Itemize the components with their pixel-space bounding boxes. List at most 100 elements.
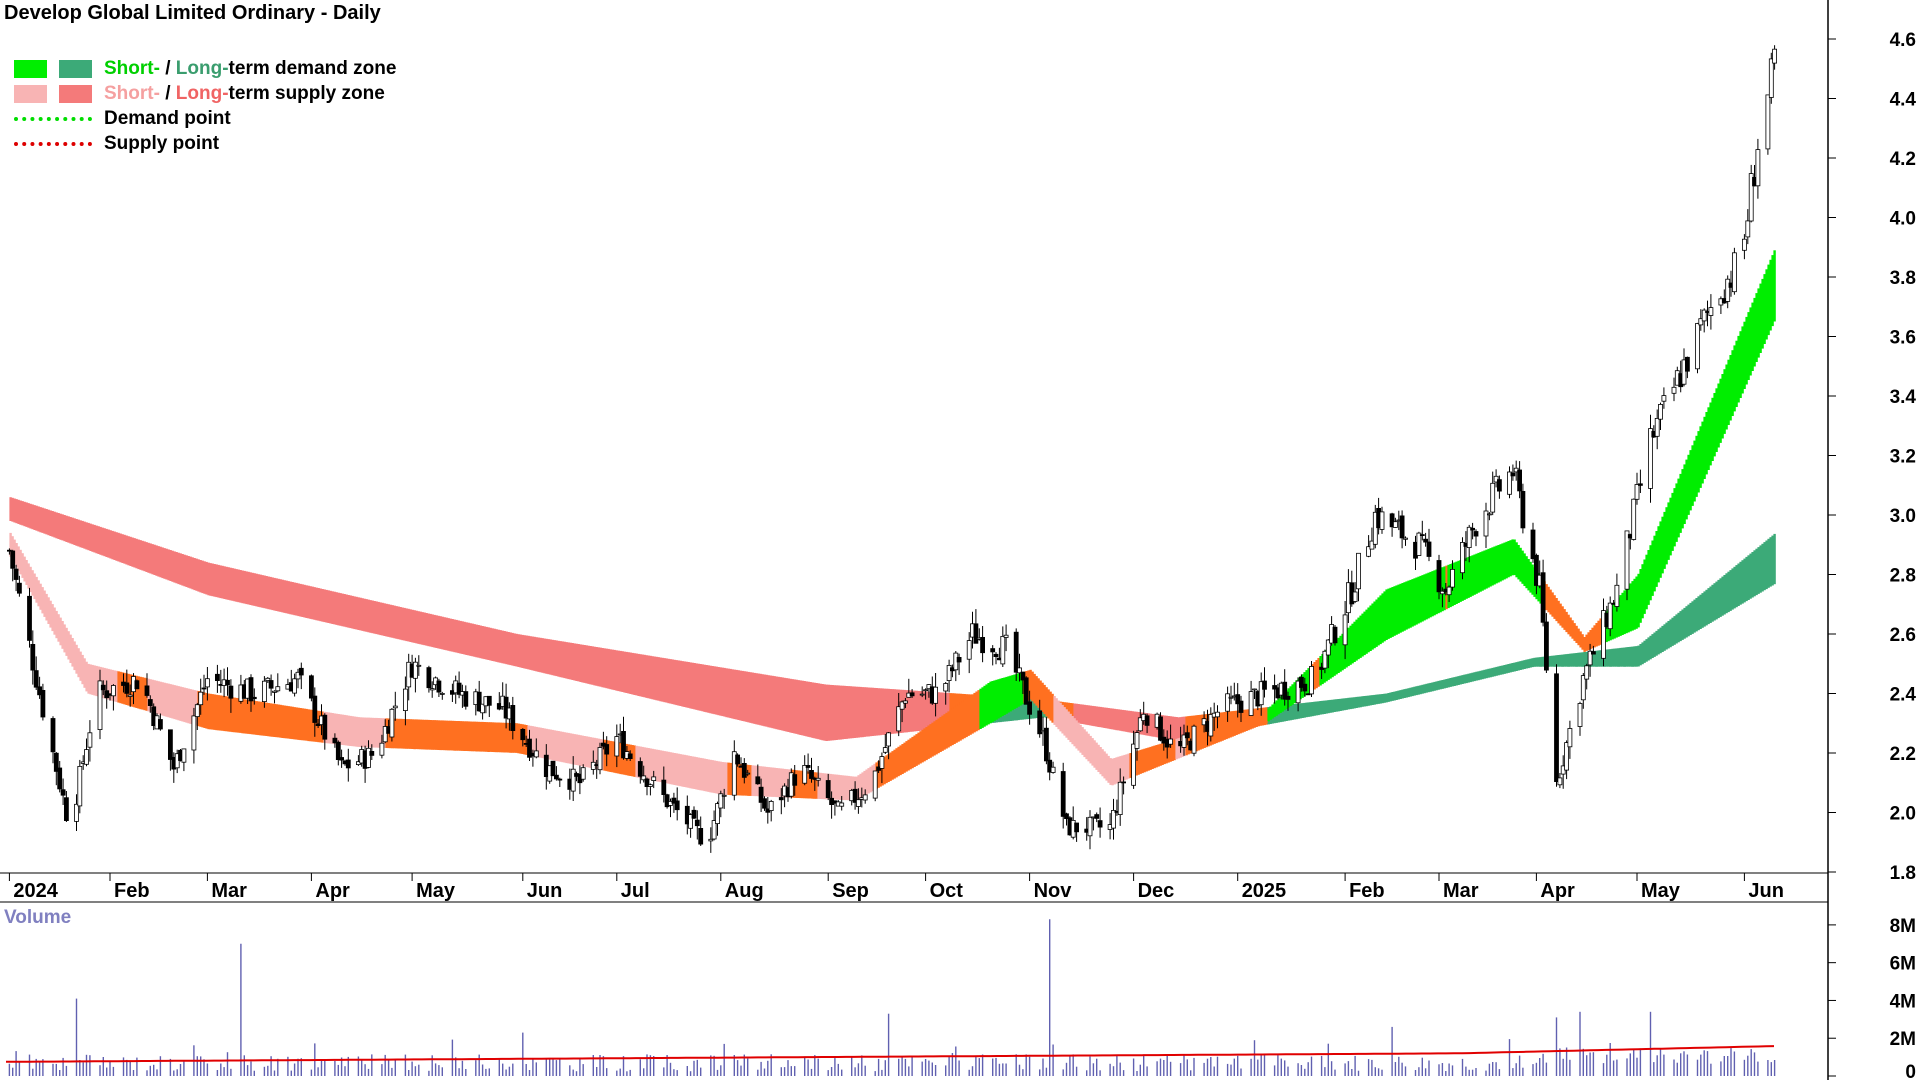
short-zone-slice bbox=[455, 721, 458, 751]
price-tick-label: 4.2 bbox=[1890, 149, 1916, 170]
long-zone-slice bbox=[319, 588, 322, 622]
short-zone-slice bbox=[725, 762, 728, 795]
short-zone-slice bbox=[983, 685, 986, 727]
short-zone-slice bbox=[1479, 552, 1482, 592]
short-zone-slice bbox=[997, 679, 1000, 719]
long-zone-slice bbox=[695, 663, 698, 710]
short-zone-slice bbox=[261, 702, 264, 736]
long-zone-slice bbox=[491, 628, 494, 661]
short-zone-slice bbox=[1707, 407, 1710, 470]
candle-body bbox=[335, 741, 341, 761]
short-zone-slice bbox=[365, 717, 368, 748]
short-zone-slice bbox=[117, 671, 120, 703]
long-zone-slice bbox=[1449, 678, 1452, 687]
candle-body bbox=[1060, 771, 1066, 817]
long-zone-slice bbox=[1577, 652, 1580, 667]
candle-body bbox=[265, 677, 271, 681]
long-zone-slice bbox=[217, 564, 220, 598]
long-zone-slice bbox=[547, 639, 550, 675]
short-zone-slice bbox=[57, 614, 60, 642]
short-demand-swatch bbox=[14, 59, 47, 78]
short-zone-slice bbox=[563, 732, 566, 763]
long-zone-slice bbox=[575, 643, 578, 681]
short-zone-slice bbox=[1027, 670, 1030, 701]
candle-body bbox=[27, 595, 32, 641]
candle-body bbox=[1272, 685, 1277, 690]
long-zone-slice bbox=[1303, 702, 1306, 718]
candle-body bbox=[1117, 781, 1123, 815]
short-zone-slice bbox=[463, 721, 466, 751]
short-zone-slice bbox=[21, 553, 24, 578]
short-zone-slice bbox=[665, 751, 668, 784]
short-zone-slice bbox=[919, 731, 922, 764]
long-zone-slice bbox=[211, 563, 214, 597]
candle-body bbox=[862, 794, 868, 801]
long-zone-slice bbox=[633, 653, 636, 695]
long-zone-slice bbox=[85, 522, 88, 550]
short-zone-slice bbox=[1111, 758, 1114, 786]
long-zone-slice bbox=[739, 670, 742, 721]
candle-body bbox=[1225, 693, 1230, 712]
short-zone-slice bbox=[397, 718, 400, 749]
short-zone-slice bbox=[1529, 561, 1532, 593]
long-zone-slice bbox=[1513, 662, 1516, 672]
short-zone-slice bbox=[1619, 595, 1622, 636]
candle-body bbox=[627, 753, 633, 760]
volume-tick-label: 2M bbox=[1890, 1029, 1916, 1050]
short-zone-slice bbox=[1107, 755, 1110, 783]
long-zone-slice bbox=[1483, 669, 1486, 679]
candle-body bbox=[778, 797, 784, 801]
long-zone-slice bbox=[1715, 581, 1718, 620]
long-zone-slice bbox=[539, 637, 542, 673]
candle-body bbox=[1372, 511, 1378, 545]
long-zone-slice bbox=[221, 565, 224, 599]
short-zone-slice bbox=[31, 570, 34, 596]
long-zone-slice bbox=[1747, 555, 1750, 600]
candle-body bbox=[1450, 569, 1455, 588]
short-zone-slice bbox=[1159, 743, 1162, 766]
short-zone-slice bbox=[1537, 572, 1540, 602]
long-zone-slice bbox=[1467, 673, 1470, 683]
long-zone-slice bbox=[241, 570, 244, 604]
candle-body bbox=[557, 778, 563, 781]
short-zone-slice bbox=[1509, 540, 1512, 577]
short-zone-slice bbox=[843, 775, 846, 801]
short-zone-slice bbox=[1577, 628, 1580, 646]
short-zone-slice bbox=[231, 697, 234, 733]
short-zone-slice bbox=[415, 719, 418, 750]
long-zone-slice bbox=[137, 539, 140, 570]
short-zone-slice bbox=[71, 638, 74, 667]
short-zone-slice bbox=[1651, 540, 1654, 596]
long-zone-slice bbox=[1711, 584, 1714, 622]
short-zone-slice bbox=[991, 681, 994, 723]
short-zone-slice bbox=[1409, 579, 1412, 628]
long-zone-slice bbox=[35, 505, 38, 531]
candle-body bbox=[1493, 475, 1499, 483]
long-zone-slice bbox=[139, 540, 142, 570]
long-zone-slice bbox=[1683, 607, 1686, 639]
short-zone-slice bbox=[1647, 550, 1650, 605]
long-zone-slice bbox=[1281, 705, 1284, 722]
long-zone-slice bbox=[1619, 647, 1622, 667]
candle-body bbox=[429, 688, 435, 691]
short-zone-slice bbox=[1613, 602, 1616, 639]
short-zone-slice bbox=[779, 768, 782, 798]
short-zone-slice bbox=[187, 688, 190, 724]
long-zone-slice bbox=[583, 645, 586, 683]
short-zone-slice bbox=[151, 679, 154, 713]
short-zone-slice bbox=[245, 699, 248, 734]
short-zone-slice bbox=[341, 714, 344, 745]
long-zone-slice bbox=[147, 542, 150, 573]
short-zone-slice bbox=[413, 719, 416, 750]
short-zone-slice bbox=[1745, 316, 1748, 385]
short-zone-slice bbox=[783, 768, 786, 798]
short-zone-slice bbox=[571, 733, 574, 765]
long-zone-slice bbox=[665, 658, 668, 703]
long-zone-slice bbox=[763, 674, 766, 727]
short-zone-slice bbox=[1043, 684, 1046, 715]
long-zone-slice bbox=[343, 594, 346, 627]
long-zone-slice bbox=[391, 605, 394, 638]
long-zone-slice bbox=[1571, 653, 1574, 667]
long-zone-slice bbox=[135, 538, 138, 569]
short-zone-slice bbox=[695, 757, 698, 790]
